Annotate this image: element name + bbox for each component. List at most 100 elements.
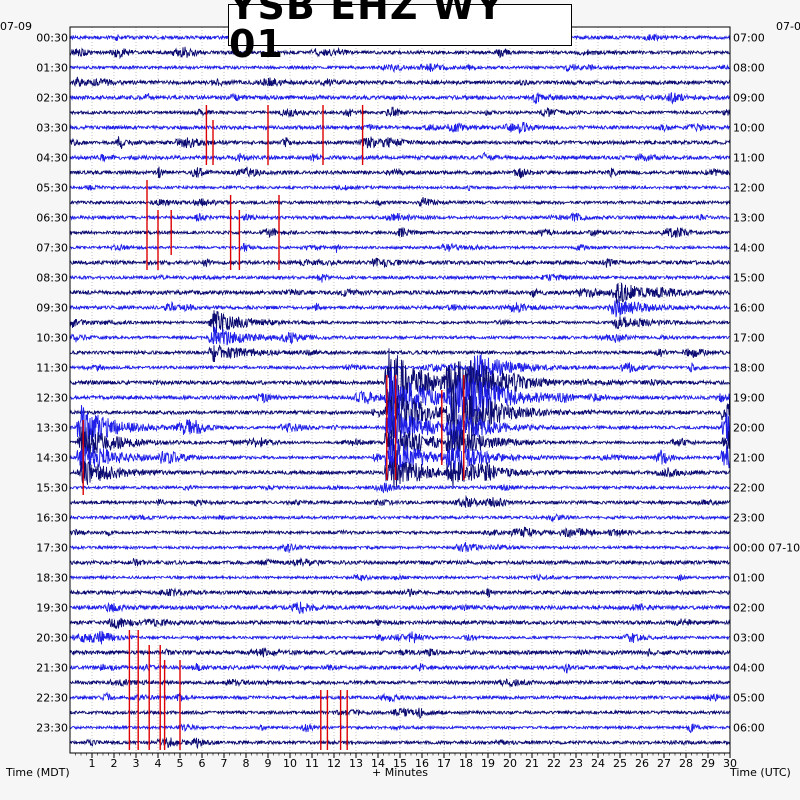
trace-line xyxy=(69,401,731,450)
left-hour-label: 02:30 xyxy=(36,92,68,105)
right-hour-label: 02:00 xyxy=(733,602,765,615)
left-hour-label: 21:30 xyxy=(36,662,68,675)
x-tick-label: 11 xyxy=(305,757,319,770)
right-hour-label: 09:00 xyxy=(733,92,765,105)
trace-line xyxy=(69,166,731,179)
trace-line xyxy=(69,310,731,334)
x-tick-label: 6 xyxy=(199,757,206,770)
x-tick-label: 27 xyxy=(657,757,671,770)
left-hour-label: 06:30 xyxy=(36,212,68,225)
trace-line xyxy=(69,369,731,428)
trace-line xyxy=(69,257,731,268)
trace-line xyxy=(69,282,731,304)
x-tick-label: 8 xyxy=(243,757,250,770)
x-tick-label: 12 xyxy=(327,757,341,770)
trace-line xyxy=(69,196,731,207)
x-tick-label: 9 xyxy=(265,757,272,770)
left-hour-label: 11:30 xyxy=(36,362,68,375)
right-hour-label: 01:00 xyxy=(733,572,765,585)
right-hour-label: 05:00 xyxy=(733,692,765,705)
right-hour-label: 11:00 xyxy=(733,152,765,165)
trace-line xyxy=(69,587,731,598)
trace-line xyxy=(69,184,731,192)
x-tick-label: 16 xyxy=(415,757,429,770)
x-tick-label: 19 xyxy=(481,757,495,770)
left-hour-label: 08:30 xyxy=(36,272,68,285)
axes: 1 2 3 4 5 6 7 8 9 10 11 12 13 14 15 16 17 18 19 20 21 22 23 24 2… xyxy=(36,32,800,771)
right-hour-label: 20:00 xyxy=(733,422,765,435)
left-hour-label: 09:30 xyxy=(36,302,68,315)
x-tick-label: 14 xyxy=(371,757,385,770)
trace-line xyxy=(69,573,731,582)
trace-line xyxy=(69,495,731,508)
left-hour-label: 16:30 xyxy=(36,512,68,525)
x-tick-label: 18 xyxy=(459,757,473,770)
left-hour-label: 15:30 xyxy=(36,482,68,495)
trace-line xyxy=(69,526,731,538)
trace-line xyxy=(69,601,731,614)
trace-line xyxy=(69,557,731,568)
left-hour-label: 01:30 xyxy=(36,62,68,75)
chart-title: YSB EHZ WY 01 xyxy=(229,0,505,66)
left-hour-label: 13:30 xyxy=(36,422,68,435)
left-date-label: 07-09 xyxy=(0,20,32,33)
left-hour-label: 19:30 xyxy=(36,602,68,615)
right-hour-label: 19:00 xyxy=(733,392,765,405)
right-hour-label: 18:00 xyxy=(733,362,765,375)
left-hour-label: 07:30 xyxy=(36,242,68,255)
x-tick-label: 23 xyxy=(569,757,583,770)
right-date-label: 07-0 xyxy=(776,20,800,33)
title-box: YSB EHZ WY 01 xyxy=(228,0,572,63)
trace-line xyxy=(69,513,731,523)
right-hour-label: 21:00 xyxy=(733,452,765,465)
x-tick-label: 1 xyxy=(89,757,96,770)
trace-line xyxy=(69,151,731,163)
trace-line xyxy=(69,273,731,283)
trace-line xyxy=(69,227,731,238)
right-hour-label: 00:00 07-10 xyxy=(733,542,800,555)
trace-line xyxy=(69,46,731,60)
trace-line xyxy=(69,326,731,346)
trace-line xyxy=(69,106,731,118)
x-tick-label: 28 xyxy=(679,757,693,770)
x-tick-label: 20 xyxy=(503,757,517,770)
right-hour-label: 10:00 xyxy=(733,122,765,135)
trace-line xyxy=(69,136,731,149)
trace-line xyxy=(69,354,731,385)
x-tick-label: 5 xyxy=(177,757,184,770)
clipped-spikes xyxy=(82,105,465,750)
trace-line xyxy=(69,482,731,494)
right-hour-label: 13:00 xyxy=(733,212,765,225)
right-hour-label: 12:00 xyxy=(733,182,765,195)
right-hour-label: 08:00 xyxy=(733,62,765,75)
x-tick-label: 2 xyxy=(111,757,118,770)
trace-line xyxy=(69,76,731,88)
trace-line xyxy=(69,121,731,134)
x-tick-label: 25 xyxy=(613,757,627,770)
trace-line xyxy=(69,242,731,253)
left-hour-label: 20:30 xyxy=(36,632,68,645)
left-hour-label: 23:30 xyxy=(36,722,68,735)
x-tick-label: 10 xyxy=(283,757,297,770)
x-axis-label: + Minutes xyxy=(372,766,429,779)
trace-line xyxy=(69,647,731,658)
x-tick-label: 24 xyxy=(591,757,605,770)
left-hour-label: 03:30 xyxy=(36,122,68,135)
trace-line xyxy=(69,211,731,222)
right-hour-label: 22:00 xyxy=(733,482,765,495)
left-hour-label: 17:30 xyxy=(36,542,68,555)
right-hour-label: 16:00 xyxy=(733,302,765,315)
trace-line xyxy=(69,62,731,74)
x-tick-label: 30 xyxy=(723,757,737,770)
right-hour-label: 15:00 xyxy=(733,272,765,285)
x-tick-label: 22 xyxy=(547,757,561,770)
trace-line xyxy=(69,541,731,553)
x-tick-label: 13 xyxy=(349,757,363,770)
left-hour-label: 18:30 xyxy=(36,572,68,585)
trace-line xyxy=(69,299,731,318)
left-hour-label: 14:30 xyxy=(36,452,68,465)
trace-line xyxy=(69,426,731,462)
right-hour-label: 23:00 xyxy=(733,512,765,525)
left-hour-label: 12:30 xyxy=(36,392,68,405)
